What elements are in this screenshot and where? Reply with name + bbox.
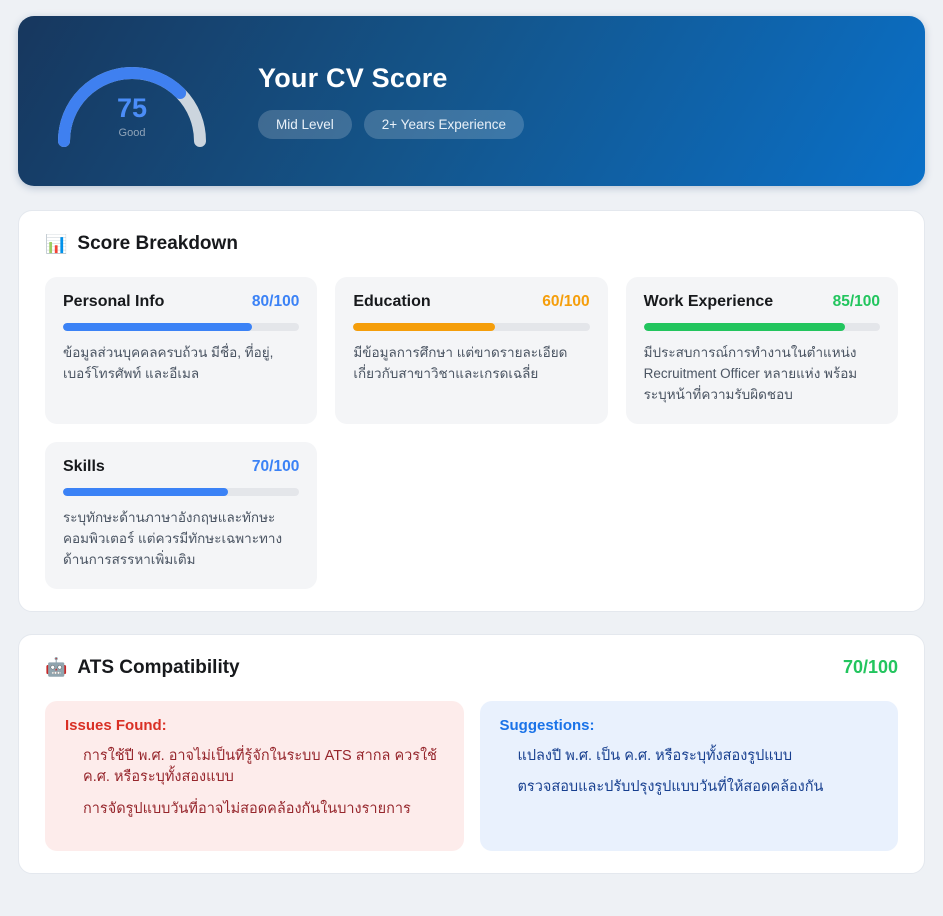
issue-item: การใช้ปี พ.ศ. อาจไม่เป็นที่รู้จักในระบบ … (83, 747, 437, 786)
suggestion-item: ตรวจสอบและปรับปรุงรูปแบบวันที่ให้สอดคล้อ… (517, 779, 824, 796)
breakdown-item-education: Education 60/100 มีข้อมูลการศึกษา แต่ขาด… (335, 277, 608, 424)
gauge-value-arc (58, 67, 206, 147)
breakdown-item-skills: Skills 70/100 ระบุทักษะด้านภาษาอังกฤษและ… (45, 441, 318, 589)
gauge-svg (58, 67, 206, 147)
breakdown-item-work-experience: Work Experience 85/100 มีประสบการณ์การทำ… (625, 277, 898, 424)
progress-fill (643, 323, 845, 331)
progress-track (353, 323, 590, 331)
ats-title: 🤖 ATS Compatibility (45, 657, 240, 679)
breakdown-item-label: Personal Info (63, 293, 165, 310)
progress-fill (63, 323, 253, 331)
progress-track (63, 487, 300, 496)
breakdown-item-description: ระบุทักษะด้านภาษาอังกฤษและทักษะคอมพิวเตอ… (63, 509, 283, 567)
ats-grid: Issues Found: การใช้ปี พ.ศ. อาจไม่เป็นที… (45, 700, 898, 851)
issue-item: การจัดรูปแบบวันที่อาจไม่สอดคล้องกันในบาง… (83, 801, 411, 818)
suggestions-title: Suggestions: (499, 716, 595, 734)
cv-score-hero-card: 75 Good Your CV Score Mid Level 2+ Years… (18, 16, 925, 186)
score-gauge: 75 Good (52, 53, 212, 149)
breakdown-item-score: 70/100 (251, 457, 300, 475)
experience-badge: 2+ Years Experience (363, 109, 524, 140)
breakdown-item-score: 60/100 (542, 293, 590, 310)
breakdown-grid: Personal Info 80/100 ข้อมูลส่วนบุคคลครบถ… (45, 277, 898, 589)
breakdown-title-text: Score Breakdown (77, 233, 238, 254)
ats-score-value: 70/100 (842, 657, 898, 678)
breakdown-item-description: มีข้อมูลการศึกษา แต่ขาดรายละเอียดเกี่ยวก… (353, 345, 568, 381)
suggestions-list: แปลงปี พ.ศ. เป็น ค.ศ. หรือระบุทั้งสองรูป… (500, 746, 879, 800)
hero-text-block: Your CV Score Mid Level 2+ Years Experie… (258, 63, 524, 140)
breakdown-item-label: Skills (63, 457, 105, 475)
ats-header: 🤖 ATS Compatibility 70/100 (45, 657, 898, 679)
breakdown-item-personal-info: Personal Info 80/100 ข้อมูลส่วนบุคคลครบถ… (45, 277, 318, 424)
gauge-score-label: Good (118, 127, 146, 139)
badge-row: Mid Level 2+ Years Experience (258, 109, 524, 140)
robot-icon: 🤖 (45, 657, 68, 678)
breakdown-header: 📊 Score Breakdown (45, 233, 898, 255)
page-title: Your CV Score (258, 62, 448, 93)
progress-track (643, 323, 880, 331)
breakdown-title: 📊 Score Breakdown (45, 233, 238, 255)
breakdown-item-label: Work Experience (643, 293, 774, 310)
breakdown-item-label: Education (353, 293, 431, 310)
suggestions-box: Suggestions: แปลงปี พ.ศ. เป็น ค.ศ. หรือร… (479, 700, 898, 851)
breakdown-item-score: 80/100 (251, 293, 300, 310)
breakdown-item-description: ข้อมูลส่วนบุคคลครบถ้วน มีชื่อ, ที่อยู่, … (63, 345, 274, 381)
progress-fill (353, 323, 496, 331)
ats-compatibility-card: 🤖 ATS Compatibility 70/100 Issues Found:… (18, 633, 925, 874)
ats-title-text: ATS Compatibility (77, 656, 240, 678)
issues-found-title: Issues Found: (65, 716, 167, 734)
suggestion-item: แปลงปี พ.ศ. เป็น ค.ศ. หรือระบุทั้งสองรูป… (517, 747, 793, 764)
gauge-score-number: 75 (116, 93, 148, 123)
score-breakdown-card: 📊 Score Breakdown Personal Info 80/100 ข… (18, 210, 925, 612)
level-badge: Mid Level (258, 109, 352, 140)
progress-fill (63, 487, 229, 496)
breakdown-item-description: มีประสบการณ์การทำงานในตำแหน่ง Recruitmen… (643, 345, 858, 402)
issues-found-box: Issues Found: การใช้ปี พ.ศ. อาจไม่เป็นที… (45, 700, 464, 851)
bar-chart-icon: 📊 (45, 233, 68, 254)
issues-list: การใช้ปี พ.ศ. อาจไม่เป็นที่รู้จักในระบบ … (65, 746, 444, 821)
progress-track (63, 323, 300, 331)
breakdown-item-score: 85/100 (832, 293, 880, 310)
